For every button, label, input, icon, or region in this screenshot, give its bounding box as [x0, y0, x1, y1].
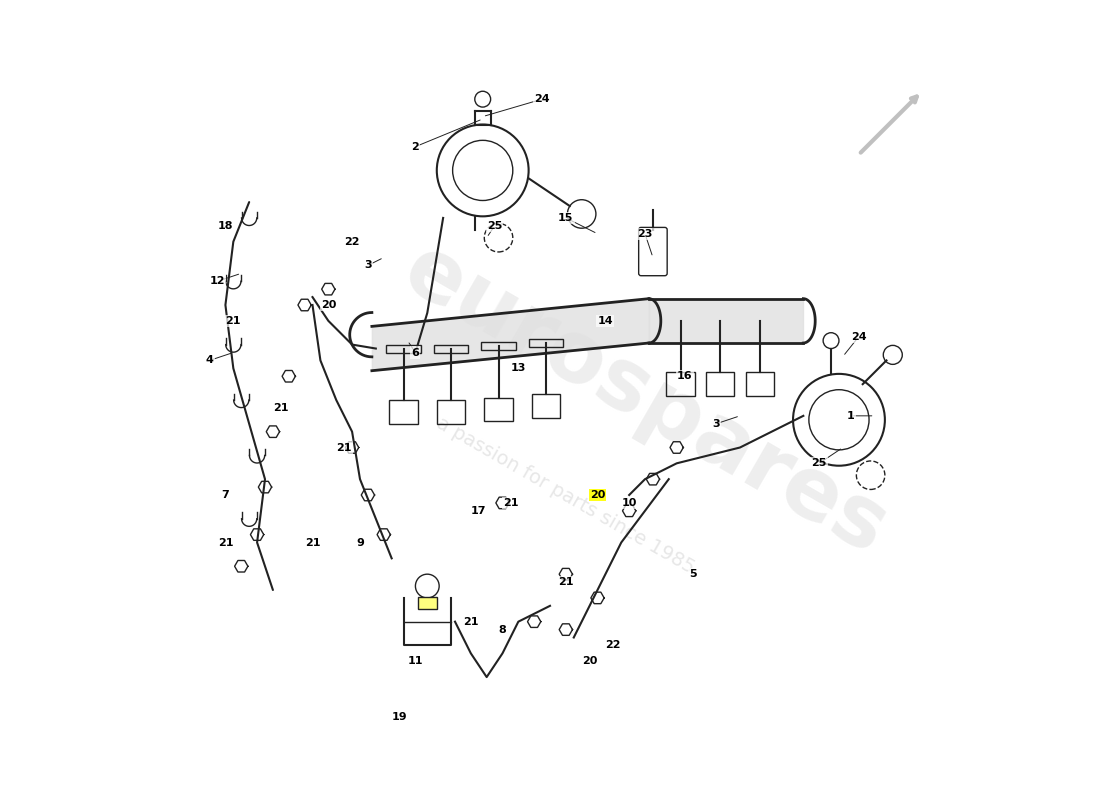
Text: 23: 23	[637, 229, 652, 238]
Text: 20: 20	[582, 656, 597, 666]
Text: 7: 7	[221, 490, 229, 500]
Text: eurospares: eurospares	[388, 228, 902, 572]
Text: 16: 16	[676, 371, 692, 382]
Text: 4: 4	[206, 355, 213, 366]
Text: 21: 21	[218, 538, 233, 547]
Text: 3: 3	[364, 261, 372, 270]
Bar	[746, 372, 774, 396]
Text: 21: 21	[226, 316, 241, 326]
Bar	[437, 400, 465, 424]
Bar	[481, 342, 516, 350]
Text: 2: 2	[411, 142, 419, 152]
Text: 22: 22	[344, 237, 360, 246]
Bar	[418, 597, 437, 609]
Text: 25: 25	[812, 458, 827, 468]
Text: 12: 12	[210, 276, 225, 286]
Text: 21: 21	[463, 617, 478, 626]
Text: 21: 21	[305, 538, 320, 547]
Text: 21: 21	[337, 442, 352, 453]
Text: a passion for parts since 1985: a passion for parts since 1985	[433, 413, 698, 577]
Bar	[389, 400, 418, 424]
Bar	[667, 372, 695, 396]
Text: 24: 24	[851, 332, 867, 342]
Bar	[529, 339, 563, 347]
Text: 21: 21	[558, 577, 573, 587]
Text: 1: 1	[847, 411, 855, 421]
Text: 18: 18	[218, 221, 233, 231]
Text: 5: 5	[689, 569, 696, 579]
Text: 13: 13	[510, 363, 526, 374]
Text: 10: 10	[621, 498, 637, 508]
Text: 21: 21	[273, 403, 288, 413]
Text: 21: 21	[503, 498, 518, 508]
Text: 8: 8	[498, 625, 506, 634]
Text: 6: 6	[411, 347, 419, 358]
Text: 24: 24	[535, 94, 550, 104]
Bar	[706, 372, 735, 396]
Text: 20: 20	[320, 300, 336, 310]
Text: 19: 19	[392, 712, 407, 722]
Bar	[433, 345, 469, 353]
Text: 14: 14	[597, 316, 613, 326]
Text: 9: 9	[356, 538, 364, 547]
Text: 25: 25	[487, 221, 503, 231]
Text: 20: 20	[590, 490, 605, 500]
Bar	[386, 345, 421, 353]
Text: 15: 15	[558, 213, 573, 223]
Text: 17: 17	[471, 506, 486, 516]
Bar	[531, 394, 560, 418]
Text: 3: 3	[713, 418, 721, 429]
Text: 22: 22	[606, 641, 621, 650]
Bar	[484, 398, 513, 422]
Text: 11: 11	[408, 656, 424, 666]
